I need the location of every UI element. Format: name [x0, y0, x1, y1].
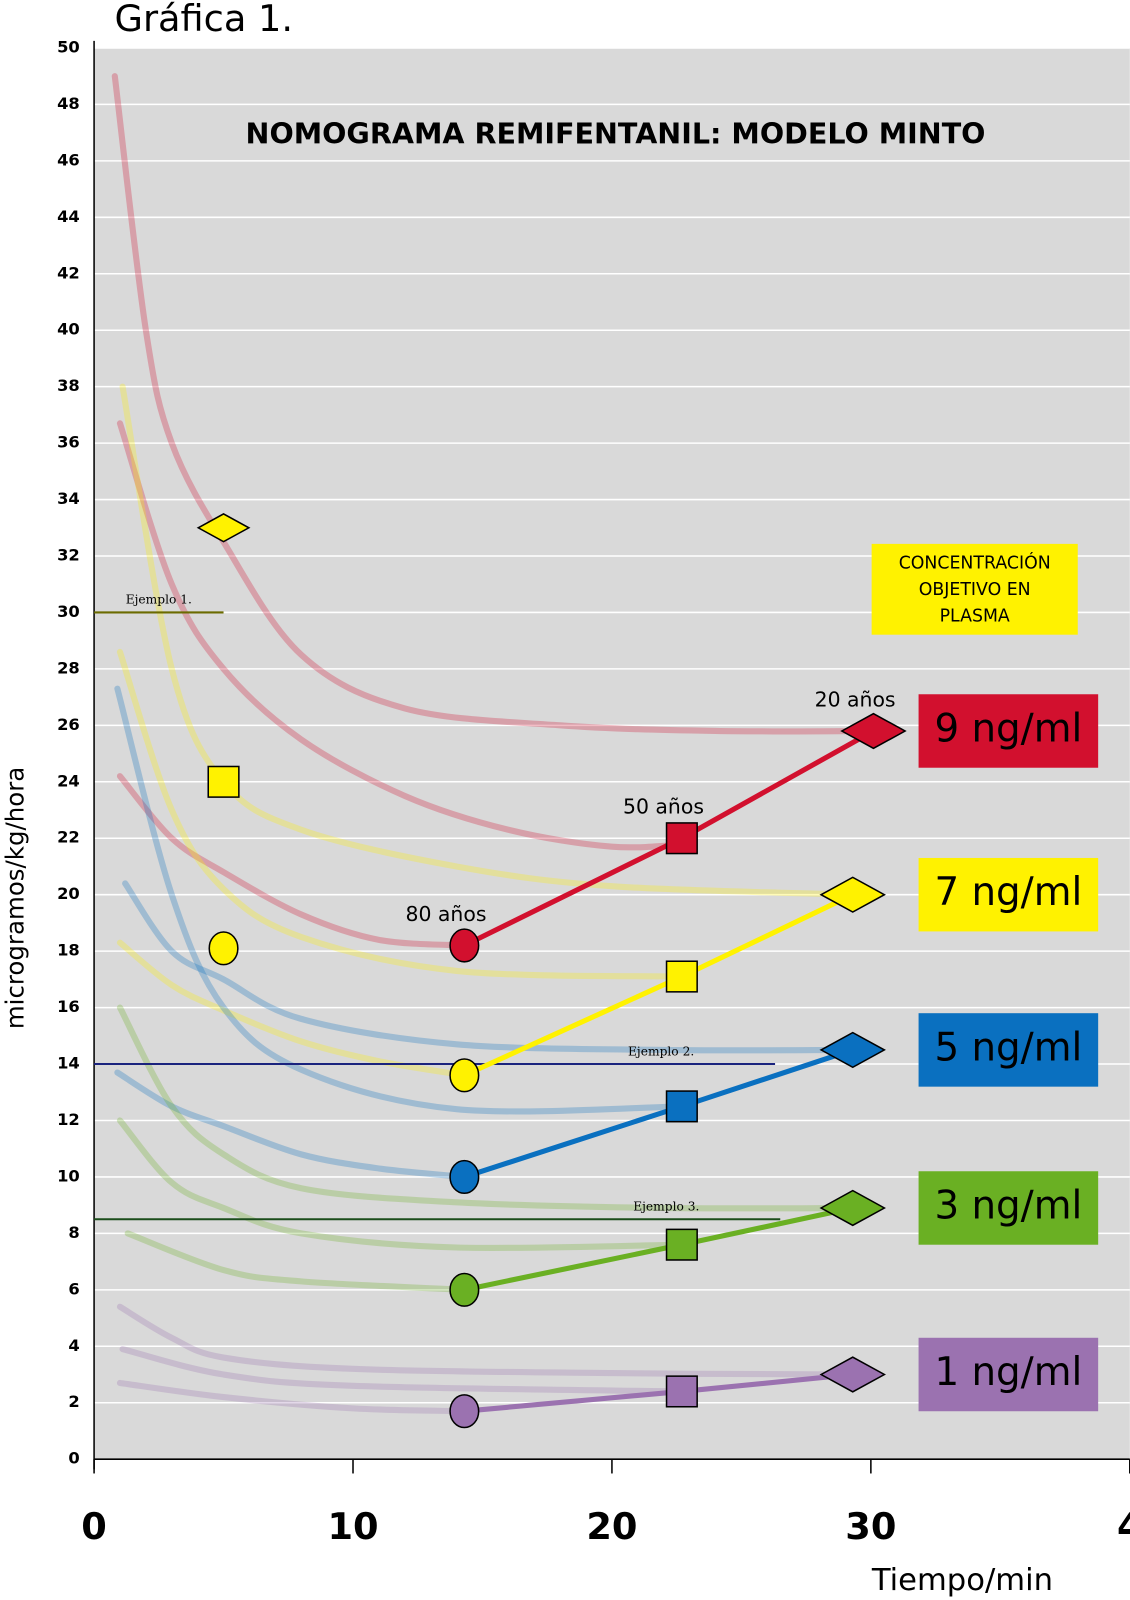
marker-circle [449, 928, 480, 963]
marker-square [207, 765, 240, 798]
y-tick-label: 4 [68, 1336, 79, 1355]
x-tick-label: 30 [845, 1505, 896, 1548]
marker-square [665, 1375, 698, 1408]
marker-diamond [196, 513, 251, 543]
example-label: Ejemplo 3. [633, 1200, 699, 1214]
reference-curve [116, 420, 693, 851]
reference-curve [111, 73, 874, 735]
marker-circle [449, 1394, 480, 1429]
x-tick-label: 20 [586, 1505, 637, 1548]
x-axis-label: Tiempo/min [871, 1563, 1053, 1598]
reference-curve [116, 648, 685, 980]
reference-curve [119, 383, 856, 898]
example-label: Ejemplo 1. [126, 593, 192, 607]
age-label: 50 años [623, 795, 704, 819]
y-tick-label: 10 [57, 1166, 80, 1185]
figure-label: Gráfica 1. [114, 0, 293, 40]
legend-swatch [918, 857, 1099, 932]
marker-diamond [819, 1031, 886, 1069]
marker-square [665, 960, 698, 993]
x-tick-label: 4 [1117, 1505, 1130, 1548]
reference-curve [119, 1346, 685, 1395]
y-tick-label: 36 [57, 433, 80, 452]
legend-title: OBJETIVO EN [919, 580, 1031, 600]
y-tick-label: 34 [57, 489, 80, 508]
marker-diamond [819, 1356, 886, 1393]
reference-curve [124, 1230, 468, 1293]
y-tick-label: 12 [57, 1110, 80, 1129]
legend-swatch [918, 1337, 1099, 1412]
legend-label: 7 ng/ml [934, 870, 1082, 915]
legend-title: PLASMA [940, 606, 1010, 626]
reference-curve [116, 1379, 468, 1415]
y-tick-label: 26 [57, 715, 80, 734]
age-label: 80 años [406, 902, 487, 926]
reference-curve [122, 880, 856, 1054]
reference-curve [114, 685, 685, 1115]
reference-curve [114, 1069, 468, 1180]
example-label: Ejemplo 2. [628, 1044, 694, 1058]
legend-label: 5 ng/ml [934, 1025, 1082, 1070]
y-tick-label: 14 [57, 1054, 80, 1073]
x-tick-label: 10 [327, 1505, 378, 1548]
marker-square [665, 822, 698, 855]
y-tick-label: 28 [57, 658, 80, 677]
legend-swatch [918, 1171, 1099, 1245]
y-tick-label: 48 [57, 94, 80, 113]
y-tick-label: 40 [57, 320, 80, 339]
legend-label: 1 ng/ml [934, 1350, 1082, 1395]
marker-circle [449, 1272, 480, 1307]
reference-curve [116, 773, 468, 949]
marker-diamond [819, 876, 886, 913]
reference-curve [116, 1303, 856, 1378]
legend-swatch [918, 694, 1099, 768]
y-axis-label: microgramos/kg/hora [1, 767, 30, 1029]
marker-circle [208, 931, 239, 966]
marker-circle [449, 1159, 480, 1195]
legend-title-box [871, 543, 1078, 635]
y-tick-label: 18 [57, 941, 80, 960]
y-tick-label: 38 [57, 376, 80, 395]
y-tick-label: 46 [57, 150, 80, 169]
y-tick-label: 2 [68, 1392, 79, 1411]
reference-curve [116, 1004, 856, 1212]
y-tick-label: 50 [57, 37, 80, 56]
y-tick-label: 8 [68, 1223, 79, 1242]
y-tick-label: 20 [57, 884, 80, 903]
y-tick-label: 42 [57, 263, 80, 282]
x-tick-label: 0 [81, 1505, 107, 1548]
y-tick-label: 6 [68, 1279, 79, 1298]
legend-title: CONCENTRACIÓN [899, 551, 1051, 573]
marker-square [665, 1228, 698, 1261]
legend-label: 3 ng/ml [934, 1183, 1082, 1228]
marker-diamond [840, 712, 907, 750]
y-tick-label: 32 [57, 546, 80, 565]
y-tick-label: 16 [57, 997, 80, 1016]
legend-label: 9 ng/ml [934, 706, 1082, 751]
y-tick-label: 44 [57, 207, 80, 226]
marker-square [665, 1090, 698, 1123]
chart-title: NOMOGRAMA REMIFENTANIL: MODELO MINTO [246, 117, 986, 151]
legend-swatch [918, 1013, 1099, 1087]
y-tick-label: 30 [57, 602, 80, 621]
y-tick-label: 22 [57, 828, 80, 847]
age-label: 20 años [815, 687, 896, 711]
y-tick-label: 0 [68, 1449, 79, 1468]
marker-diamond [819, 1189, 886, 1227]
reference-curve [116, 1117, 685, 1252]
marker-circle [449, 1058, 480, 1093]
y-tick-label: 24 [57, 771, 80, 790]
